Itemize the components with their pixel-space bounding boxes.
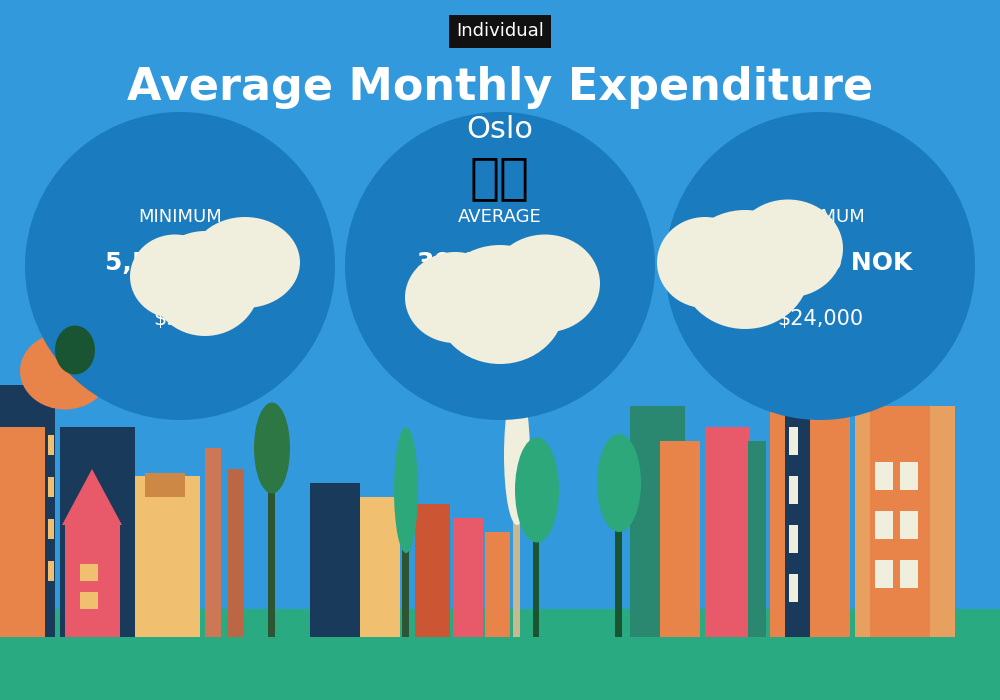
Ellipse shape [504,385,530,525]
Bar [789,574,798,602]
Ellipse shape [515,438,559,542]
Bar [80,592,98,609]
Bar [789,476,798,504]
Bar [48,519,54,539]
Bar [900,511,918,539]
Bar [135,476,200,637]
Ellipse shape [680,210,810,329]
Bar [875,462,893,490]
Ellipse shape [490,234,600,332]
Bar [402,476,409,637]
Ellipse shape [597,434,641,532]
Ellipse shape [405,252,505,343]
Text: $24,000: $24,000 [777,309,863,328]
Bar [789,427,798,455]
Bar [615,497,622,637]
Ellipse shape [665,112,975,420]
Ellipse shape [730,273,806,350]
Bar [48,435,54,455]
Bar [310,483,360,637]
Bar [205,448,221,637]
Ellipse shape [254,402,290,493]
Bar [0,427,45,637]
Ellipse shape [25,112,335,420]
Ellipse shape [130,234,220,318]
Text: $3,700: $3,700 [464,309,536,328]
Bar [870,406,930,637]
Bar [48,561,54,581]
Bar [415,504,450,637]
Bar [80,564,98,581]
Bar [785,357,810,637]
Bar [630,406,685,637]
Ellipse shape [345,112,655,420]
Bar [789,525,798,553]
Bar [660,441,700,637]
Text: 39,000 NOK: 39,000 NOK [417,251,583,274]
Bar [0,609,1000,700]
Ellipse shape [190,217,300,308]
Text: 5,500 NOK: 5,500 NOK [105,251,255,274]
Bar [145,473,185,497]
Bar [875,560,893,588]
Text: $520: $520 [154,309,207,328]
Polygon shape [62,469,122,525]
Ellipse shape [733,199,843,298]
Bar [900,462,918,490]
Bar [513,469,520,637]
Text: MINIMUM: MINIMUM [138,208,222,226]
Bar [705,427,750,637]
Bar [770,357,850,637]
Text: Average Monthly Expenditure: Average Monthly Expenditure [127,66,873,109]
Bar [855,406,955,637]
Text: 🇳🇴: 🇳🇴 [470,155,530,202]
Ellipse shape [150,231,260,336]
Ellipse shape [55,326,95,374]
Ellipse shape [657,217,753,308]
Text: MAXIMUM: MAXIMUM [775,208,865,226]
Bar [0,385,55,637]
Bar [533,497,539,637]
Bar [900,560,918,588]
Bar [360,497,400,637]
Text: Oslo: Oslo [467,115,533,144]
Bar [268,462,275,637]
Bar [228,469,244,637]
Bar [748,441,766,637]
Ellipse shape [20,332,110,410]
Text: Individual: Individual [456,22,544,41]
Bar [875,511,893,539]
Bar [485,532,510,637]
Text: AVERAGE: AVERAGE [458,208,542,226]
Ellipse shape [394,427,418,553]
Text: 260,000 NOK: 260,000 NOK [728,251,912,274]
Bar [453,518,483,637]
Bar [48,477,54,497]
Bar [65,525,120,637]
Ellipse shape [435,245,565,364]
Bar [60,427,135,637]
